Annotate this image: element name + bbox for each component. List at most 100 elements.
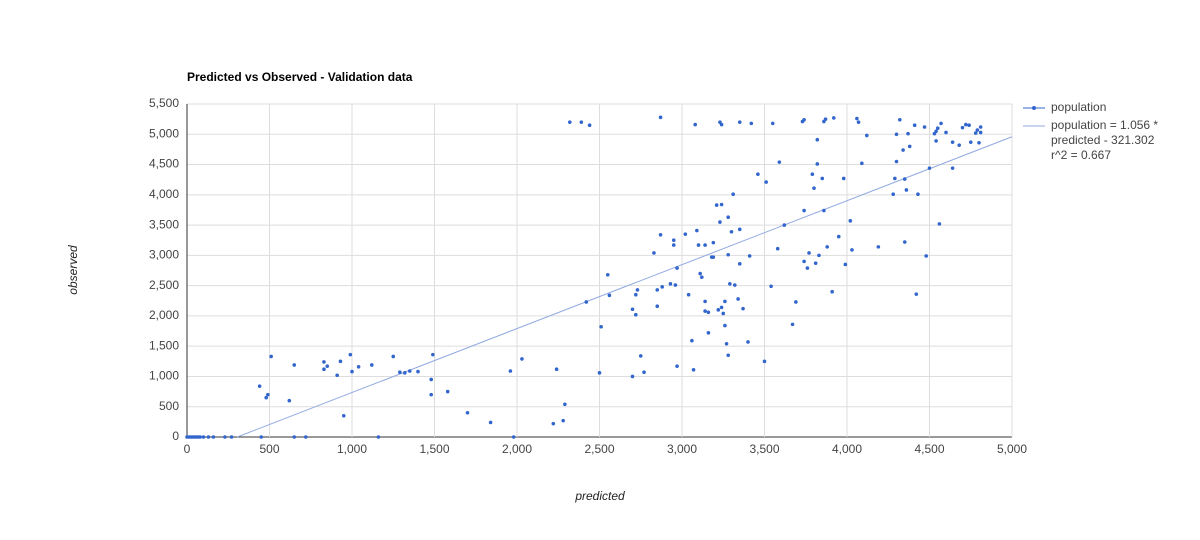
data-point [856,120,861,124]
data-point [815,162,820,166]
data-point [764,180,768,184]
data-point [703,309,707,313]
data-point [655,288,660,292]
data-point [660,285,664,289]
data-point [695,228,699,233]
data-point [934,129,938,134]
data-point [292,435,297,439]
data-point [922,125,927,129]
data-point [634,312,638,317]
data-point [898,117,902,122]
data-point [700,275,704,279]
data-point [269,354,273,359]
data-point [850,248,854,252]
data-point [723,323,727,328]
data-point [325,364,330,368]
x-tick-label: 1,500 [419,442,449,456]
data-point [520,357,524,361]
data-point [790,322,795,327]
data-point [775,246,780,251]
data-point [749,121,754,126]
data-point [511,435,516,439]
data-point [769,284,773,289]
data-point [691,367,696,372]
data-point [584,300,589,304]
y-tick-label: 3,000 [149,248,179,262]
data-point [830,289,834,294]
data-point [287,398,292,403]
y-tick-label: 500 [159,399,179,413]
data-point [794,300,798,304]
data-point [721,311,726,316]
data-point [686,292,691,297]
data-point [729,229,734,234]
data-point [599,325,603,329]
data-point [587,123,592,127]
data-point [719,122,724,127]
data-point [746,340,750,344]
chart-title: Predicted vs Observed - Validation data [187,70,413,84]
data-point [683,232,688,236]
data-point [894,159,899,164]
data-point [201,435,206,439]
data-point [944,130,948,135]
data-point [341,414,346,418]
data-point [777,160,782,164]
data-point [978,125,983,129]
y-tick-label: 4,500 [149,157,179,171]
data-point [977,140,981,145]
y-axis-title: observed [66,245,80,295]
data-point [706,331,711,335]
data-point [724,341,729,346]
data-point [860,161,864,166]
data-point [964,122,968,127]
data-point [635,288,640,292]
data-point [693,122,697,127]
data-point [960,125,965,130]
x-tick-label: 4,500 [914,442,944,456]
data-point [264,395,269,400]
data-point [726,252,730,257]
x-tick-label: 5,000 [997,442,1027,456]
data-point [848,219,853,223]
data-point [747,254,752,258]
data-point [927,166,932,170]
data-point [762,359,767,364]
x-tick-label: 3,000 [667,442,697,456]
y-tick-label: 1,000 [149,369,179,383]
data-point [638,354,643,358]
data-point [737,227,742,232]
x-tick-label: 4,000 [832,442,862,456]
data-point [673,283,678,287]
data-point [823,117,828,121]
data-point [802,208,806,213]
data-point [429,392,434,397]
data-point [924,254,928,258]
data-point [978,130,983,135]
data-point [855,116,859,121]
data-point [916,192,920,197]
data-point [642,370,646,375]
data-point [711,255,716,259]
y-tick-label: 4,000 [149,187,179,201]
data-point [407,369,412,373]
data-point [935,126,940,131]
data-point [807,251,811,255]
y-tick-label: 1,500 [149,338,179,352]
data-point [901,148,905,152]
legend-label: population = 1.056 * [1051,118,1158,132]
y-tick-label: 5,000 [149,126,179,140]
data-point [561,418,565,423]
data-point [465,410,470,415]
data-point [445,389,450,394]
data-point [950,166,955,170]
data-point [703,243,707,247]
data-point [376,435,381,439]
data-point [597,371,602,375]
data-point [223,435,227,439]
data-point [950,140,955,144]
data-point [967,123,971,127]
data-point [370,363,374,367]
data-point [815,137,820,142]
data-point [975,128,980,132]
